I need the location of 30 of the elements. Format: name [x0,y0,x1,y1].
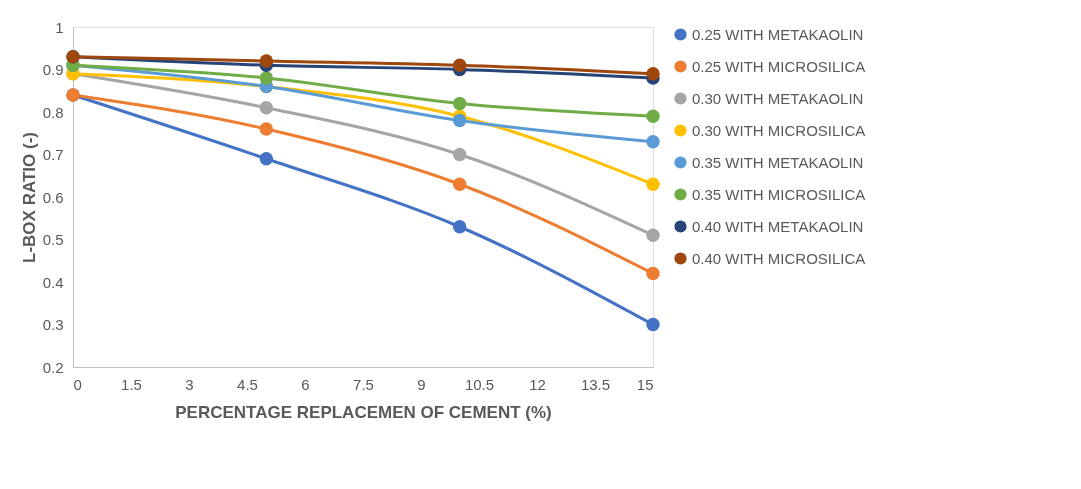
x-tick-label: 3 [185,375,194,393]
y-tick-label: 0.9 [42,61,64,78]
x-tick-label: 0 [73,375,82,393]
legend-label: 0.40 WITH MICROSILICA [692,249,866,267]
legend-label: 0.40 WITH METAKAOLIN [692,217,864,235]
x-tick-label: 10.5 [464,375,495,393]
x-tick-label: 4.5 [237,375,258,393]
x-tick-label: 6 [301,375,310,393]
y-tick-label: 0.5 [42,231,64,248]
x-tick-label: 12 [529,375,546,393]
x-axis-title: PERCENTAGE REPLACEMEN OF CEMENT (%) [175,402,552,422]
x-tick-label: 7.5 [353,375,374,393]
x-tick-label: 13.5 [580,375,611,393]
y-tick-label: 0.3 [42,316,64,333]
x-tick-label: 1.5 [121,375,142,393]
legend-label: 0.30 WITH MICROSILICA [692,121,866,139]
y-tick-label: 1 [55,18,64,36]
y-tick-label: 0.6 [42,188,64,206]
y-tick-label: 0.8 [42,103,64,121]
x-tick-label: 15 [636,375,654,393]
x-tick-label: 9 [417,375,426,393]
legend-label: 0.35 WITH MICROSILICA [692,185,866,203]
y-tick-label: 0.7 [42,146,64,163]
y-tick-label: 0.2 [42,358,64,376]
legend-label: 0.25 WITH METAKAOLIN [692,25,864,43]
y-tick-label: 0.4 [42,273,64,291]
legend-label: 0.30 WITH METAKAOLIN [692,89,864,107]
legend-label: 0.35 WITH METAKAOLIN [692,153,864,171]
legend-label: 0.25 WITH MICROSILICA [692,57,866,75]
y-axis-title: L-BOX RATIO (-) [19,132,39,263]
